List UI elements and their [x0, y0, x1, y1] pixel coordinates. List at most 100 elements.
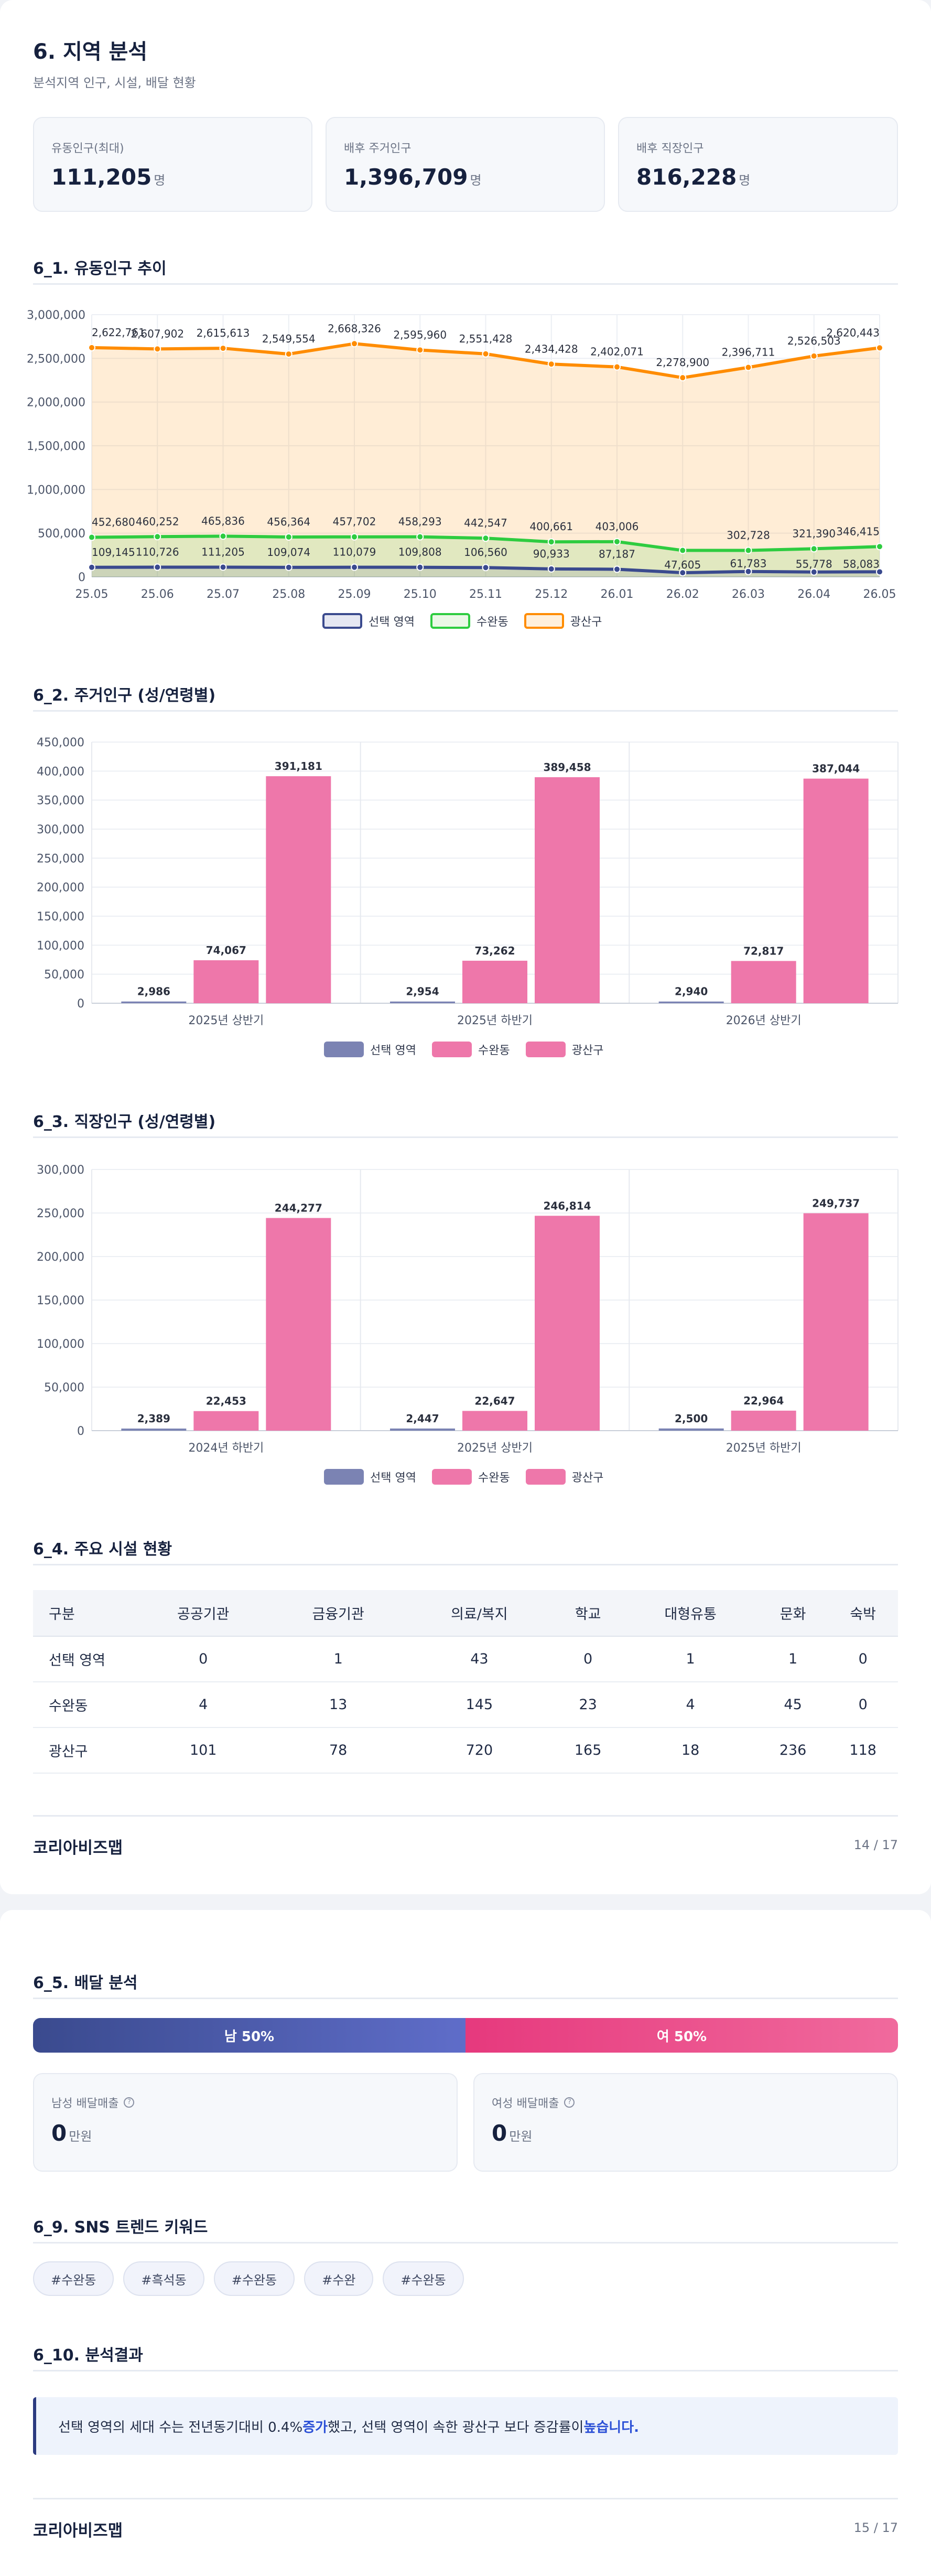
data-label: 458,293 [398, 516, 442, 528]
data-label: 244,277 [275, 1202, 322, 1215]
data-point [88, 344, 95, 351]
x-tick-label: 2024년 하반기 [188, 1442, 264, 1455]
y-tick-label: 300,000 [37, 823, 84, 836]
table-header: 금융기관 [270, 1590, 406, 1637]
page-number: 14 / 17 [853, 1838, 898, 1852]
x-tick-label: 25.09 [338, 588, 371, 601]
data-label: 106,560 [464, 546, 507, 559]
help-icon[interactable]: ? [124, 2097, 135, 2108]
table-header: 문화 [757, 1590, 828, 1637]
legend-item-suwan[interactable]: 수완동 [430, 613, 508, 629]
y-tick-label: 1,500,000 [27, 440, 85, 453]
data-point [154, 563, 161, 571]
keyword-tag[interactable]: #수완동 [33, 2261, 114, 2296]
legend-item-gwangsan[interactable]: 광산구 [525, 1468, 603, 1485]
data-point [547, 565, 555, 573]
data-label: 2,434,428 [525, 342, 578, 355]
keyword-tag[interactable]: #수완 [304, 2261, 374, 2296]
data-point [219, 345, 227, 352]
card-label: 여성 배달매출 [492, 2097, 559, 2110]
data-point [679, 374, 687, 382]
data-label: 246,814 [543, 1199, 591, 1212]
page-footer: 코리아비즈맵 14 / 17 [33, 1815, 898, 1858]
facilities-table: 구분 공공기관 금융기관 의료/복지 학교 대형유통 문화 숙박 선택 영역 0… [33, 1590, 898, 1774]
bar [266, 1218, 331, 1431]
y-tick-label: 250,000 [37, 1207, 84, 1220]
legend-item-selected[interactable]: 선택 영역 [324, 1468, 416, 1485]
data-point [88, 533, 95, 541]
page-subtitle: 분석지역 인구, 시설, 배달 현황 [33, 76, 196, 90]
y-tick-label: 200,000 [37, 1251, 84, 1264]
data-point [876, 344, 883, 352]
legend-item-suwan[interactable]: 수완동 [431, 1041, 510, 1058]
data-point [679, 569, 687, 577]
data-label: 2,607,902 [131, 327, 184, 340]
table-cell: 118 [828, 1727, 898, 1774]
table-row: 선택 영역 0 1 43 0 1 1 0 [33, 1636, 898, 1682]
data-label: 74,067 [206, 944, 246, 957]
data-point [613, 565, 621, 573]
bar-chart-legend: 선택 영역 수완동 광산구 [324, 1468, 603, 1485]
x-tick-label: 26.05 [863, 588, 896, 601]
x-tick-label: 25.10 [404, 588, 437, 601]
report-page-14: 6. 지역 분석 분석지역 인구, 시설, 배달 현황 유동인구(최대) 111… [0, 0, 931, 1894]
data-point [744, 567, 752, 575]
data-point [744, 546, 752, 554]
data-label: 452,680 [92, 516, 135, 529]
bar [658, 1428, 724, 1431]
table-cell: 1 [623, 1636, 758, 1682]
x-tick-label: 26.04 [797, 588, 830, 601]
keyword-tag[interactable]: #수완동 [213, 2261, 295, 2296]
y-tick-label: 300,000 [37, 1164, 84, 1177]
bar [803, 1213, 869, 1431]
table-cell: 18 [623, 1727, 758, 1774]
data-label: 73,262 [474, 944, 515, 957]
table-cell: 0 [828, 1636, 898, 1682]
y-tick-label: 100,000 [37, 939, 84, 952]
residential-population-card: 배후 주거인구 1,396,709 명 [326, 117, 605, 212]
data-label: 22,964 [743, 1394, 784, 1407]
y-tick-label: 2,000,000 [27, 396, 85, 410]
x-tick-label: 2026년 상반기 [726, 1014, 802, 1027]
bar [535, 1216, 600, 1431]
legend-item-selected[interactable]: 선택 영역 [324, 1041, 416, 1058]
data-point [285, 563, 293, 571]
data-point [744, 363, 752, 371]
table-header: 학교 [553, 1590, 623, 1637]
data-label: 109,808 [398, 546, 442, 559]
data-point [482, 350, 490, 358]
data-label: 22,453 [206, 1395, 246, 1408]
x-tick-label: 25.11 [469, 588, 502, 601]
brand-name: 코리아비즈맵 [33, 1839, 123, 1858]
data-label: 110,726 [136, 546, 179, 559]
data-point [219, 563, 227, 571]
table-cell: 236 [757, 1727, 828, 1774]
data-point [547, 538, 555, 546]
card-value: 816,228 명 [636, 164, 751, 190]
legend-item-suwan[interactable]: 수완동 [431, 1468, 510, 1485]
data-label: 403,006 [596, 520, 639, 533]
x-tick-label: 2025년 상반기 [188, 1014, 264, 1027]
legend-item-gwangsan[interactable]: 광산구 [525, 1041, 603, 1058]
bar [731, 1410, 796, 1431]
data-label: 2,668,326 [328, 322, 381, 335]
table-row: 수완동 4 13 145 23 4 45 0 [33, 1682, 898, 1728]
legend-item-selected[interactable]: 선택 영역 [322, 613, 415, 629]
keyword-tag[interactable]: #흑석동 [123, 2261, 204, 2296]
help-icon[interactable]: ? [564, 2097, 575, 2108]
legend-item-gwangsan[interactable]: 광산구 [524, 613, 602, 629]
page-number: 15 / 17 [853, 2520, 898, 2535]
y-tick-label: 3,000,000 [27, 309, 85, 322]
table-cell: 0 [828, 1682, 898, 1728]
data-label: 2,620,443 [826, 326, 880, 339]
table-cell: 선택 영역 [33, 1636, 136, 1682]
data-point [810, 545, 818, 553]
data-point [416, 563, 424, 571]
table-cell: 0 [136, 1636, 271, 1682]
table-header: 숙박 [828, 1590, 898, 1637]
x-tick-label: 25.07 [207, 588, 240, 601]
keyword-tag[interactable]: #수완동 [383, 2261, 464, 2296]
y-tick-label: 250,000 [37, 852, 84, 865]
data-label: 61,783 [730, 557, 767, 570]
page-title: 6. 지역 분석 [33, 40, 148, 64]
